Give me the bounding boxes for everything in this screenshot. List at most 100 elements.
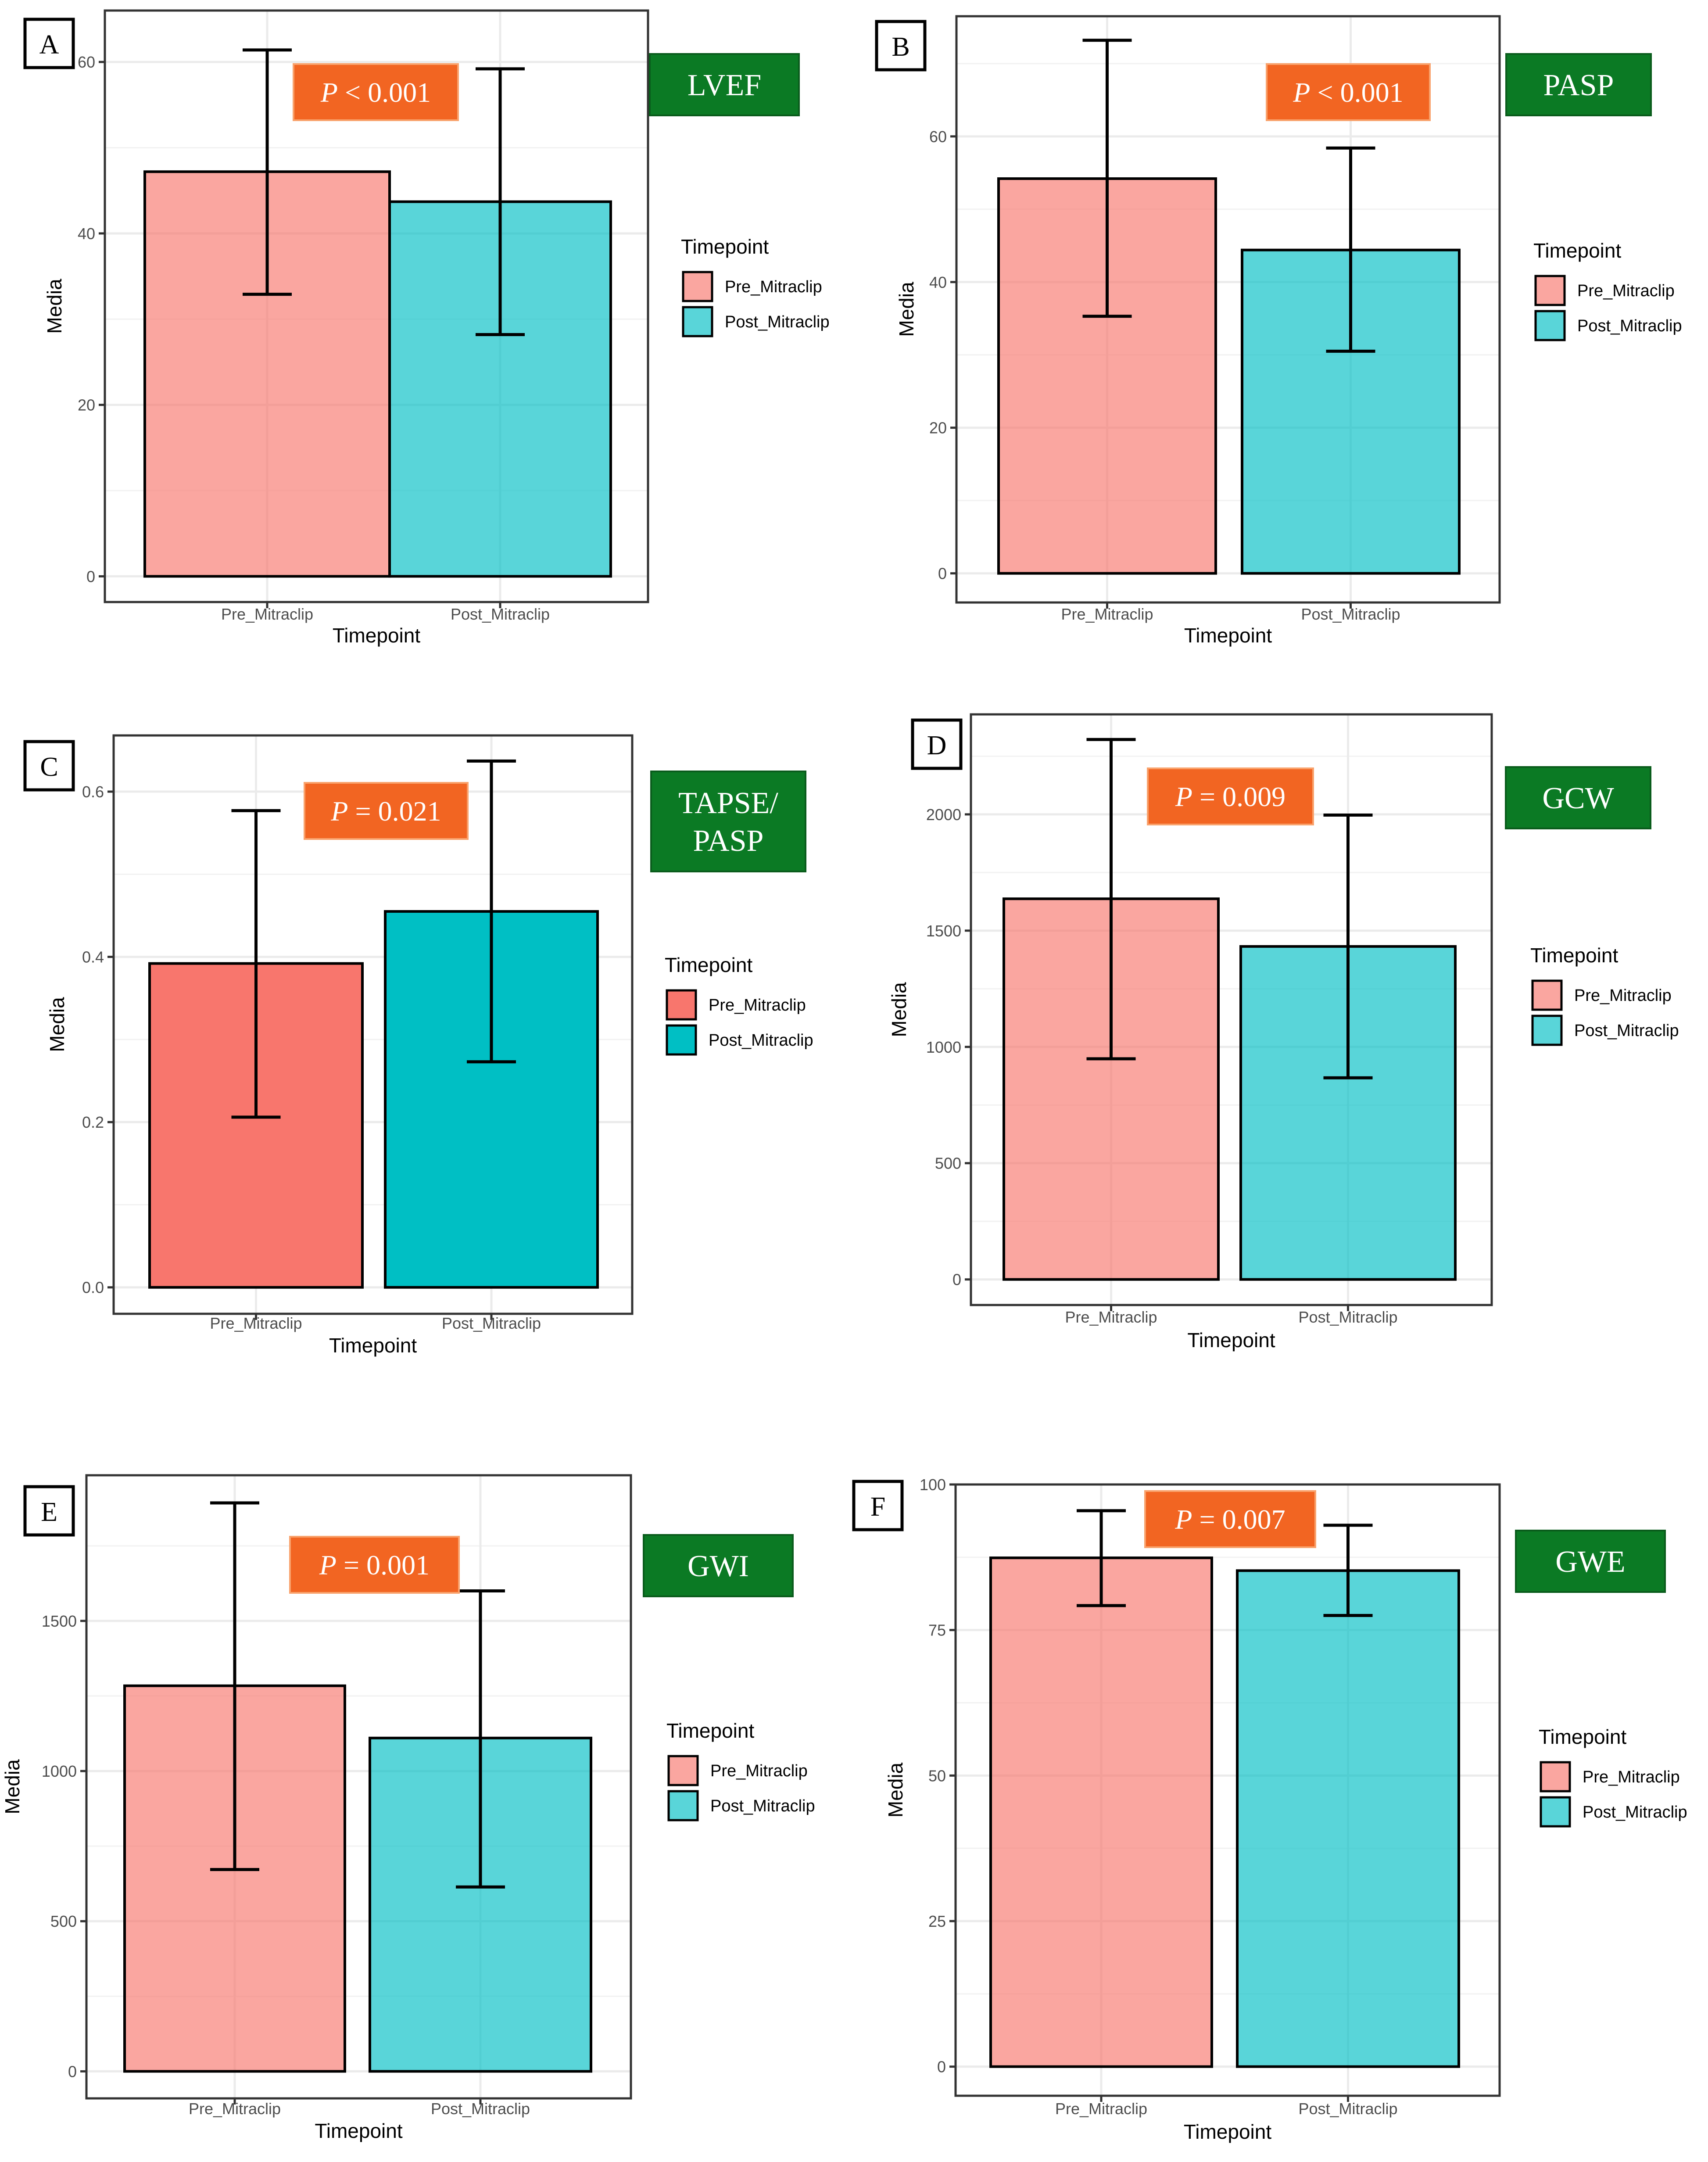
- metric-badge: GWE: [1515, 1530, 1666, 1593]
- x-axis-title: Timepoint: [1187, 1329, 1275, 1352]
- y-tick-label: 0.4: [82, 948, 104, 966]
- legend-title: Timepoint: [1533, 239, 1621, 262]
- pvalue-badge: P < 0.001: [293, 63, 459, 121]
- plot-border: [955, 15, 1501, 604]
- legend-title: Timepoint: [666, 1719, 754, 1742]
- pvalue-badge-box: [1266, 63, 1431, 121]
- y-tick-label: 1500: [42, 1612, 77, 1630]
- metric-badge-box: [1515, 1530, 1666, 1593]
- y-tick-label: 0: [937, 2058, 946, 2076]
- legend-label-Pre_Mitraclip: Pre_Mitraclip: [725, 278, 822, 296]
- pvalue-badge-text: P = 0.009: [1175, 781, 1285, 812]
- pvalue-letter: P: [1175, 781, 1192, 812]
- pvalue-badge-text: P = 0.007: [1174, 1504, 1285, 1535]
- x-tick-label: Pre_Mitraclip: [1065, 1308, 1157, 1326]
- legend-label-Pre_Mitraclip: Pre_Mitraclip: [709, 996, 806, 1015]
- panel-letter-box: [23, 18, 75, 69]
- error-bar-Pre_Mitraclip: [1086, 738, 1136, 1061]
- bar-Pre_Mitraclip: [989, 1556, 1213, 2068]
- error-bar-Pre_Mitraclip: [1077, 1509, 1126, 1607]
- x-tick-label: Post_Mitraclip: [442, 1314, 541, 1332]
- pvalue-badge-box: [293, 63, 459, 121]
- legend: Timepoint Pre_Mitraclip Post_Mitraclip: [665, 954, 813, 1056]
- legend-key-Post_Mitraclip: [1531, 1015, 1563, 1046]
- y-tick-label: 0.0: [82, 1279, 104, 1297]
- y-tick-label: 40: [78, 225, 95, 243]
- panel-letter: E: [23, 1485, 75, 1537]
- legend-label-Post_Mitraclip: Post_Mitraclip: [1574, 1022, 1679, 1040]
- legend-title: Timepoint: [681, 235, 769, 258]
- error-bar-Post_Mitraclip: [1326, 146, 1375, 353]
- metric-badge-box: [650, 771, 806, 872]
- y-axis-title: Media: [884, 1762, 907, 1818]
- y-tick-label: 20: [929, 419, 947, 437]
- legend-key-Pre_Mitraclip: [667, 1755, 699, 1786]
- panel-letter: D: [911, 718, 963, 770]
- x-tick-label: Post_Mitraclip: [1298, 1308, 1397, 1326]
- metric-badge: GWI: [643, 1534, 794, 1597]
- plot-border: [85, 1474, 632, 2100]
- pvalue-letter: P: [319, 1549, 337, 1581]
- metric-badge-text: PASP: [1543, 68, 1614, 102]
- error-bar-Post_Mitraclip: [476, 67, 525, 336]
- pvalue-rest: = 0.021: [348, 796, 441, 827]
- metric-badge: LVEF: [649, 53, 800, 116]
- x-tick-label: Pre_Mitraclip: [1061, 605, 1153, 623]
- error-bar-Pre_Mitraclip: [1082, 39, 1132, 318]
- pvalue-badge: P < 0.001: [1266, 63, 1431, 121]
- legend-label-Pre_Mitraclip: Pre_Mitraclip: [710, 1762, 808, 1780]
- x-tick-label: Pre_Mitraclip: [189, 2100, 281, 2118]
- pvalue-rest: < 0.001: [1311, 77, 1404, 108]
- pvalue-badge-box: [1144, 1490, 1316, 1548]
- y-tick-label: 20: [78, 396, 95, 414]
- legend-label-Post_Mitraclip: Post_Mitraclip: [709, 1031, 813, 1050]
- plot-border: [104, 9, 649, 603]
- legend-label-Pre_Mitraclip: Pre_Mitraclip: [1583, 1768, 1680, 1786]
- pvalue-badge: P = 0.021: [304, 782, 469, 840]
- metric-badge-box: [649, 53, 800, 116]
- legend-key-Post_Mitraclip: [667, 1790, 699, 1821]
- panel-letter-box: [875, 20, 927, 72]
- plot-border: [970, 713, 1493, 1306]
- pvalue-letter: P: [1293, 77, 1310, 108]
- metric-badge-text: GCW: [1542, 782, 1614, 815]
- legend-key-Pre_Mitraclip: [682, 271, 713, 302]
- panel-letter-text: E: [41, 1497, 57, 1527]
- y-tick-label: 0.2: [82, 1113, 104, 1131]
- metric-badge-text: LVEF: [687, 68, 762, 102]
- x-tick-label: Post_Mitraclip: [431, 2100, 530, 2118]
- pvalue-badge: P = 0.009: [1147, 767, 1314, 825]
- legend-key-Pre_Mitraclip: [666, 989, 697, 1021]
- plot-border: [954, 1483, 1501, 2097]
- error-bar-Post_Mitraclip: [467, 759, 516, 1064]
- metric-badge-line: TAPSE/: [678, 786, 778, 820]
- y-tick-label: 75: [928, 1621, 946, 1639]
- pvalue-badge: P = 0.007: [1144, 1490, 1316, 1548]
- legend-title: Timepoint: [1539, 1725, 1626, 1748]
- metric-badge: GCW: [1505, 766, 1651, 829]
- legend-label-Pre_Mitraclip: Pre_Mitraclip: [1574, 986, 1672, 1005]
- metric-badge-line: PASP: [693, 824, 764, 858]
- error-bar-Post_Mitraclip: [1323, 1524, 1373, 1617]
- y-tick-label: 40: [929, 273, 947, 291]
- pvalue-letter: P: [320, 77, 338, 108]
- x-axis-title: Timepoint: [1184, 624, 1272, 647]
- y-tick-label: 1500: [926, 922, 961, 940]
- y-tick-label: 60: [929, 128, 947, 146]
- pvalue-badge-text: P < 0.001: [320, 77, 431, 108]
- error-bar-Pre_Mitraclip: [243, 48, 292, 296]
- legend-title: Timepoint: [1530, 944, 1618, 967]
- x-tick-label: Pre_Mitraclip: [221, 605, 313, 623]
- y-tick-label: 1000: [926, 1038, 961, 1056]
- panel-letter: B: [875, 20, 927, 72]
- x-tick-label: Pre_Mitraclip: [210, 1314, 302, 1332]
- legend: Timepoint Pre_Mitraclip Post_Mitraclip: [1539, 1725, 1687, 1828]
- metric-badge-text: TAPSE/PASP: [678, 786, 778, 858]
- x-axis-title: Timepoint: [329, 1334, 417, 1357]
- legend-key-Pre_Mitraclip: [1534, 275, 1566, 306]
- legend-label-Post_Mitraclip: Post_Mitraclip: [1577, 317, 1682, 335]
- legend-key-Post_Mitraclip: [1534, 310, 1566, 341]
